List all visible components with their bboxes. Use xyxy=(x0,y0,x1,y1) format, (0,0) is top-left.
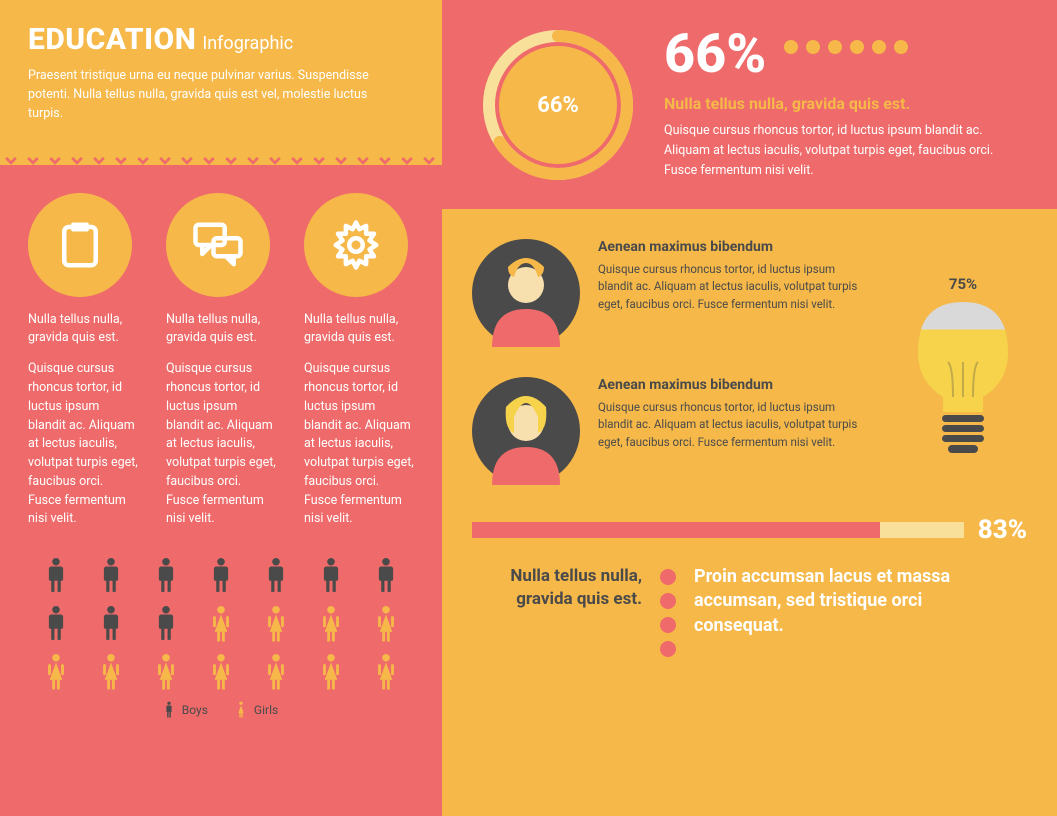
person-body: Quisque cursus rhoncus tortor, id luctus… xyxy=(598,261,858,313)
person-male-icon xyxy=(100,605,122,643)
feature-body: Quisque cursus rhoncus tortor, id luctus… xyxy=(28,360,138,529)
top-percent: 66% xyxy=(664,28,766,82)
feature-heading: Nulla tellus nulla, gravida quis est. xyxy=(304,311,414,346)
title-sub: Infographic xyxy=(202,33,293,54)
feature-body: Quisque cursus rhoncus tortor, id luctus… xyxy=(304,360,414,529)
bottom-block: Aenean maximus bibendum Quisque cursus rh… xyxy=(442,209,1057,816)
person-male-icon xyxy=(45,557,67,595)
progress-fill xyxy=(472,522,880,538)
person-title: Aenean maximus bibendum xyxy=(598,239,858,255)
person-male-icon xyxy=(265,557,287,595)
person-title: Aenean maximus bibendum xyxy=(598,377,858,393)
title-main: EDUCATION xyxy=(28,22,196,57)
final-dots xyxy=(660,565,676,657)
person-female-icon xyxy=(265,605,287,643)
progress-bar xyxy=(472,522,964,538)
person-male-icon xyxy=(100,557,122,595)
person-male-icon xyxy=(320,557,342,595)
person-female-icon xyxy=(375,653,397,691)
person-body: Quisque cursus rhoncus tortor, id luctus… xyxy=(598,399,858,451)
legend-girls: Girls xyxy=(236,701,278,719)
feature-col-0: Nulla tellus nulla, gravida quis est. Qui… xyxy=(28,193,138,529)
person-female-icon xyxy=(320,653,342,691)
avatar-icon xyxy=(472,239,580,351)
gear-icon xyxy=(304,193,408,297)
legend-boys: Boys xyxy=(164,701,208,719)
person-female-icon xyxy=(320,605,342,643)
person-female-icon xyxy=(210,605,232,643)
progress-percent: 83% xyxy=(978,515,1027,545)
person-female-icon xyxy=(45,653,67,691)
final-left-text: Nulla tellus nulla, gravida quis est. xyxy=(472,565,642,611)
person-female-icon xyxy=(100,653,122,691)
person-male-icon xyxy=(45,605,67,643)
feature-heading: Nulla tellus nulla, gravida quis est. xyxy=(166,311,276,346)
zigzag-divider xyxy=(0,149,442,163)
header-body: Praesent tristique urna eu neque pulvina… xyxy=(28,67,388,123)
person-male-icon xyxy=(375,557,397,595)
person-female-icon xyxy=(210,653,232,691)
donut-chart: 66% xyxy=(472,28,644,181)
clipboard-icon xyxy=(28,193,132,297)
final-row: Nulla tellus nulla, gravida quis est. Pr… xyxy=(472,565,1027,657)
right-panel: 66% 66% Nulla tellus nulla, gravida quis… xyxy=(442,0,1057,816)
left-panel: EDUCATION Infographic Praesent tristique… xyxy=(0,0,442,816)
feature-body: Quisque cursus rhoncus tortor, id luctus… xyxy=(166,360,276,529)
top-stat-block: 66% 66% Nulla tellus nulla, gravida quis… xyxy=(442,0,1057,209)
avatar-icon xyxy=(472,377,580,489)
person-female-icon xyxy=(265,653,287,691)
bulb-block: 75% xyxy=(903,275,1023,461)
top-dots xyxy=(784,40,908,54)
header-block: EDUCATION Infographic Praesent tristique… xyxy=(0,0,442,153)
progress-row: 83% xyxy=(472,515,1027,545)
person-female-icon xyxy=(375,605,397,643)
top-body: Quisque cursus rhoncus tortor, id luctus… xyxy=(664,121,1024,181)
feature-row: Nulla tellus nulla, gravida quis est. Qui… xyxy=(0,153,442,539)
svg-text:66%: 66% xyxy=(537,93,579,118)
feature-col-1: Nulla tellus nulla, gravida quis est. Qui… xyxy=(166,193,276,529)
person-male-icon xyxy=(155,605,177,643)
person-female-icon xyxy=(155,653,177,691)
people-legend: Boys Girls xyxy=(0,697,442,729)
person-male-icon xyxy=(210,557,232,595)
top-subtitle: Nulla tellus nulla, gravida quis est. xyxy=(664,94,1027,113)
feature-heading: Nulla tellus nulla, gravida quis est. xyxy=(28,311,138,346)
person-male-icon xyxy=(155,557,177,595)
final-right-text: Proin accumsan lacus et massa accumsan, … xyxy=(694,565,994,638)
bulb-percent: 75% xyxy=(903,275,1023,293)
people-grid xyxy=(0,539,442,697)
chat-icon xyxy=(166,193,270,297)
lightbulb-icon xyxy=(908,297,1018,457)
feature-col-2: Nulla tellus nulla, gravida quis est. Qui… xyxy=(304,193,414,529)
